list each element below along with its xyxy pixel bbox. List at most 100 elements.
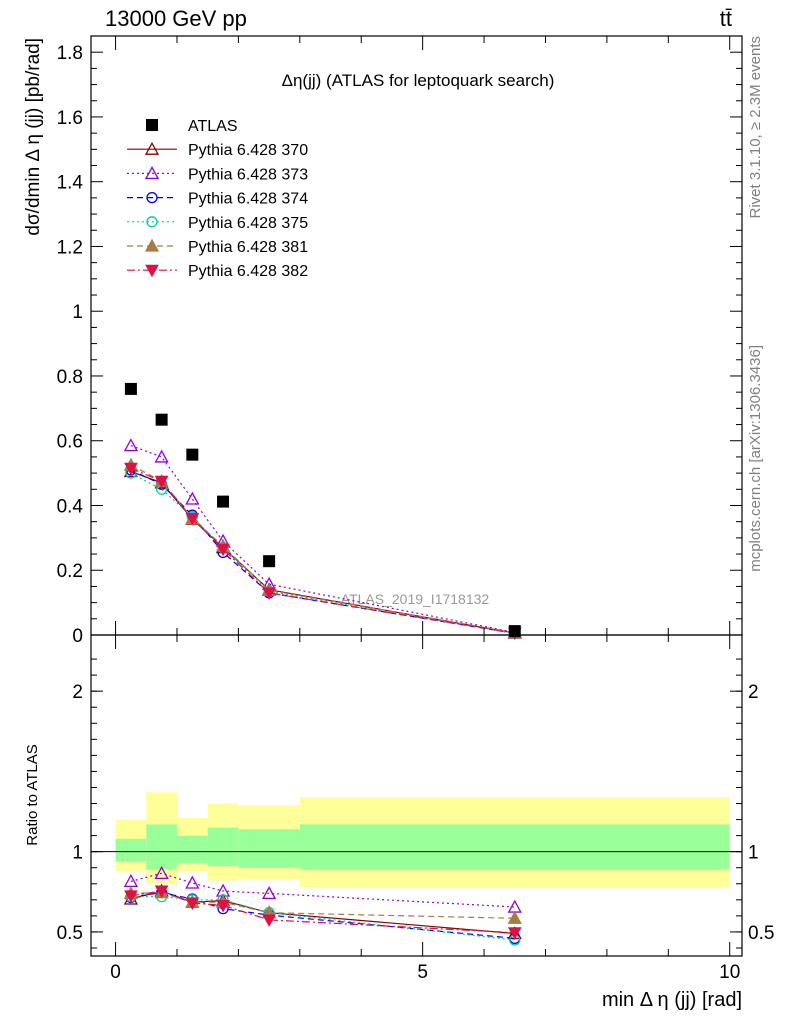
legend-label: Pythia 6.428 373 — [188, 166, 308, 183]
ratio-y-tick-label: 2 — [72, 682, 83, 703]
ratio-y-tick-label: 1 — [72, 843, 83, 864]
atlas-data-series — [124, 382, 521, 638]
legend-item: ATLAS — [146, 118, 238, 135]
series-line — [130, 467, 515, 634]
y-tick-label: 0 — [72, 626, 83, 647]
data-point — [185, 897, 200, 911]
data-point — [124, 890, 138, 903]
legend-label: Pythia 6.428 381 — [188, 239, 308, 256]
data-point — [507, 910, 522, 924]
data-point — [185, 875, 200, 889]
legend-label: ATLAS — [188, 118, 238, 135]
y-tick-label: 1.2 — [57, 237, 83, 258]
series-line — [130, 445, 515, 633]
ratio-y-tick-label-right: 0.5 — [748, 923, 774, 944]
plot-layer: 0 0.2 0.4 0.6 0.8 1 1.2 1.4 1.6 1.8 0.5 0.5 1 1 2 2 0 5 10… — [57, 35, 774, 983]
x-tick-label: 0 — [110, 962, 121, 983]
data-point — [507, 927, 522, 940]
y-tick-label: 1.6 — [57, 108, 83, 129]
series-line — [130, 464, 515, 634]
legend-marker — [146, 216, 158, 228]
series-line — [130, 891, 515, 919]
ratio-series-1 — [123, 865, 522, 913]
data-point — [154, 885, 169, 899]
data-point — [185, 491, 200, 505]
legend-label: Pythia 6.428 374 — [188, 191, 308, 208]
watermark: ATLAS_2019_I1718132 — [341, 591, 490, 607]
x-axis-label: min Δ η (jj) [rad] — [602, 989, 742, 1011]
uncertainty-band-inner — [176, 835, 208, 863]
ratio-plot-frame — [90, 634, 743, 957]
y-tick-label: 0.8 — [57, 367, 83, 388]
x-tick-label: 5 — [417, 962, 428, 983]
y-axis-label-main: dσ/dmin Δ η (jj) [pb/rad] — [23, 38, 44, 236]
data-point — [154, 865, 169, 879]
data-point — [123, 438, 139, 452]
main-series-5 — [124, 462, 522, 641]
data-point — [507, 899, 522, 913]
y-tick-label: 0.2 — [57, 561, 83, 582]
main-series-3 — [125, 467, 521, 640]
process-label: tt̄ — [720, 6, 732, 31]
data-point — [216, 899, 230, 913]
data-point — [154, 475, 169, 489]
legend-item: Pythia 6.428 373 — [127, 166, 308, 183]
series-line — [130, 472, 515, 634]
y-tick-label: 1.4 — [57, 173, 84, 194]
legend-marker — [144, 141, 160, 155]
y-tick-label: 1.8 — [57, 43, 83, 64]
uncertainty-band-inner — [115, 838, 147, 862]
legend-label: Pythia 6.428 375 — [188, 215, 308, 232]
series-line — [130, 469, 515, 634]
atlas-data-point — [263, 555, 276, 568]
atlas-data-point — [124, 382, 137, 395]
y-tick-label: 0.6 — [57, 432, 83, 453]
ratio-y-tick-label-right: 2 — [748, 682, 759, 703]
atlas-data-point — [186, 448, 199, 461]
legend-label: Pythia 6.428 370 — [188, 142, 308, 159]
uncertainty-band-inner — [238, 829, 300, 868]
data-point — [262, 886, 277, 900]
uncertainty-band-inner — [299, 824, 730, 870]
legend-label: Pythia 6.428 382 — [188, 263, 308, 280]
legend-item: Pythia 6.428 382 — [127, 263, 308, 280]
legend-marker — [146, 119, 158, 131]
data-point — [124, 462, 138, 476]
main-series-4 — [123, 457, 522, 639]
data-point — [262, 914, 276, 927]
series-line — [130, 872, 515, 908]
ratio-series-0 — [123, 883, 522, 940]
ratio-y-tick-label: 0.5 — [57, 923, 83, 944]
rivet-label: Rivet 3.1.10, ≥ 2.3M events — [747, 36, 764, 219]
energy-label: 13000 GeV pp — [105, 6, 247, 31]
y-tick-label: 1 — [72, 302, 83, 323]
legend-marker — [144, 238, 160, 252]
main-series-2 — [125, 464, 521, 640]
data-point — [262, 587, 276, 600]
atlas-data-point — [155, 413, 168, 426]
legend-item: Pythia 6.428 370 — [127, 141, 308, 159]
chart-title: Δη(jj) (ATLAS for leptoquark search) — [282, 71, 555, 90]
data-point — [216, 543, 230, 557]
legend-item: Pythia 6.428 375 — [127, 215, 308, 232]
uncertainty-band-inner — [207, 827, 239, 867]
main-series-0 — [123, 464, 522, 639]
y-axis-label-ratio: Ratio to ATLAS — [24, 744, 41, 845]
atlas-data-point — [217, 495, 230, 508]
ratio-series-5 — [124, 885, 522, 940]
x-tick-label: 10 — [719, 962, 740, 983]
legend: ATLAS Pythia 6.428 370 Pythia 6.428 373 Pyt… — [127, 118, 308, 280]
y-tick-label: 0.4 — [57, 496, 84, 517]
data-point — [185, 512, 200, 526]
legend-item: Pythia 6.428 374 — [127, 191, 308, 208]
atlas-data-point — [508, 625, 521, 638]
source-label: mcplots.cern.ch [arXiv:1306.3436] — [747, 345, 764, 572]
legend-marker — [146, 191, 158, 204]
legend-marker — [145, 264, 159, 278]
uncertainty-band-inner — [146, 824, 177, 870]
data-point — [154, 449, 169, 463]
series-line — [130, 470, 515, 634]
legend-marker — [144, 166, 160, 180]
main-series-1 — [123, 438, 522, 639]
